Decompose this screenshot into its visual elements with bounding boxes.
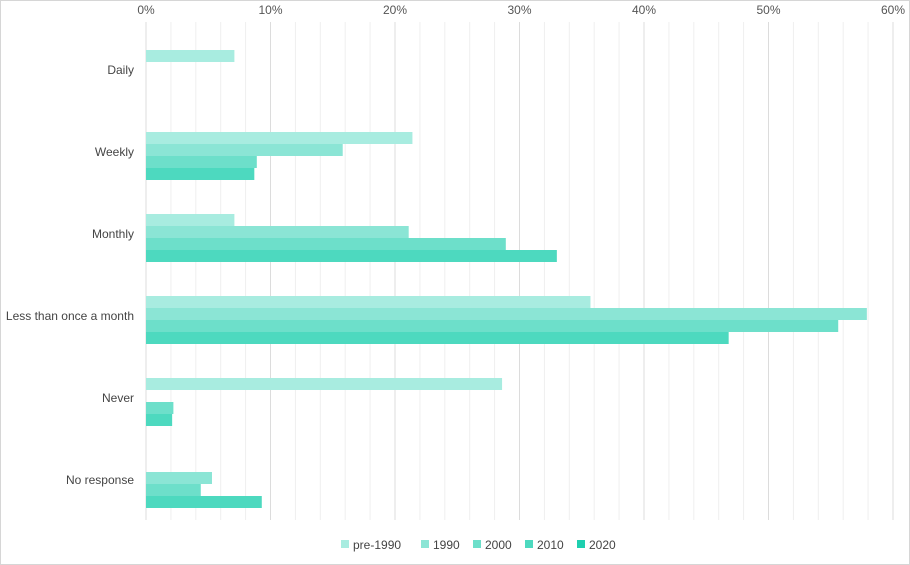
legend-swatch	[473, 540, 481, 548]
x-tick-label: 0%	[137, 3, 155, 17]
bar-2000-5	[146, 484, 201, 496]
category-label: Less than once a month	[6, 309, 134, 323]
bar-pre-1990-2	[146, 214, 235, 226]
legend-label: 1990	[433, 538, 460, 552]
category-label: Daily	[107, 63, 134, 77]
bar-1990-3	[146, 308, 867, 320]
category-label: Never	[102, 391, 134, 405]
legend-label: 2010	[537, 538, 564, 552]
bar-2010-3	[146, 332, 729, 344]
legend-swatch	[525, 540, 533, 548]
bar-1990-1	[146, 144, 343, 156]
bar-pre-1990-4	[146, 378, 503, 390]
category-label: No response	[66, 473, 134, 487]
x-tick-label: 10%	[258, 3, 282, 17]
legend-swatch	[421, 540, 429, 548]
bar-1990-2	[146, 226, 409, 238]
legend-swatch	[341, 540, 349, 548]
bar-pre-1990-3	[146, 296, 591, 308]
category-label: Weekly	[95, 145, 134, 159]
bar-2010-2	[146, 250, 557, 262]
bar-pre-1990-0	[146, 50, 235, 62]
bars	[146, 50, 867, 508]
bar-pre-1990-1	[146, 132, 413, 144]
x-tick-label: 50%	[756, 3, 780, 17]
gridlines	[145, 22, 894, 520]
category-labels: Daily Weekly Monthly Less than once a month…	[6, 63, 134, 487]
bar-2010-5	[146, 496, 262, 508]
legend-swatch	[577, 540, 585, 548]
x-tick-label: 60%	[881, 3, 905, 17]
x-tick-label: 20%	[383, 3, 407, 17]
bar-2000-4	[146, 402, 174, 414]
legend-label: 2020	[589, 538, 616, 552]
legend-label: pre-1990	[353, 538, 401, 552]
bar-2010-4	[146, 414, 173, 426]
bar-2000-1	[146, 156, 257, 168]
category-label: Monthly	[92, 227, 134, 241]
x-tick-label: 40%	[632, 3, 656, 17]
bar-2010-1	[146, 168, 255, 180]
bar-2000-3	[146, 320, 839, 332]
legend-label: 2000	[485, 538, 512, 552]
x-tick-label: 30%	[507, 3, 531, 17]
legend: pre-1990 1990 2000 2010 2020	[341, 538, 616, 552]
bar-2000-2	[146, 238, 506, 250]
x-axis-ticks: 0% 10% 20% 30% 40% 50% 60%	[137, 3, 905, 17]
bar-1990-5	[146, 472, 212, 484]
